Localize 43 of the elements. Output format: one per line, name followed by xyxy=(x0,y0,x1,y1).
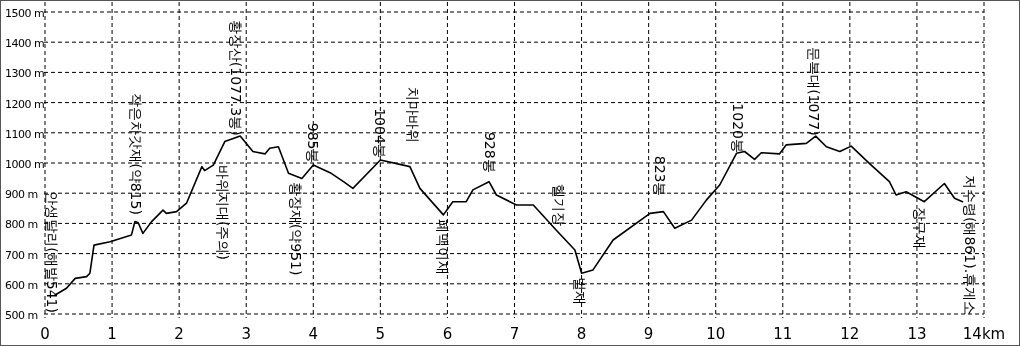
x-tick-label: 14km xyxy=(962,325,1006,343)
annotation: 장구재 xyxy=(911,207,928,250)
x-tick-label: 5 xyxy=(375,325,386,343)
x-tick-label: 7 xyxy=(509,325,520,343)
y-tick-label: 1500 m xyxy=(5,7,45,20)
y-tick-label: 600 m xyxy=(5,278,38,292)
y-tick-label: 1300 m xyxy=(5,67,45,81)
x-tick-label: 12 xyxy=(840,325,860,343)
annotation: 벌재 xyxy=(571,277,588,306)
annotation: 작은차갓재(약815) xyxy=(128,93,145,215)
x-tick-label: 6 xyxy=(442,325,453,343)
x-tick-label: 8 xyxy=(576,325,587,343)
y-tick-label: 700 m xyxy=(5,248,38,262)
y-tick-label: 1000 m xyxy=(5,158,45,171)
annotation: 928봉 xyxy=(481,131,498,173)
annotation: 안생달리(해발541) xyxy=(44,191,60,313)
x-tick-label: 13 xyxy=(907,325,927,343)
x-tick-label: 1 xyxy=(107,325,117,343)
annotation: 헬기장 xyxy=(551,184,568,226)
y-tick-label: 900 m xyxy=(5,188,38,202)
y-tick-label: 1400 m xyxy=(5,37,45,51)
x-tick-label: 0 xyxy=(40,325,50,343)
annotation: 985봉 xyxy=(305,122,322,164)
x-tick-label: 4 xyxy=(308,325,319,343)
annotation: 1020봉 xyxy=(729,103,746,153)
annotation: 황장산(1077.3봉) xyxy=(228,19,245,136)
y-tick-label: 1100 m xyxy=(5,127,45,141)
annotation: 바위지대(주의) xyxy=(215,165,231,260)
annotation: 문복대(1077) xyxy=(806,47,823,136)
y-tick-label: 500 m xyxy=(5,309,38,322)
annotation: 1004봉 xyxy=(372,108,389,158)
x-tick-label: 11 xyxy=(773,325,793,343)
y-tick-label: 1200 m xyxy=(5,97,45,111)
annotation: 823봉 xyxy=(652,155,668,197)
y-tick-label: 800 m xyxy=(5,218,38,232)
x-tick-label: 2 xyxy=(174,325,184,343)
annotation: 폐맥이재 xyxy=(434,218,451,275)
x-tick-label: 3 xyxy=(241,325,251,343)
annotation: 치마바위 xyxy=(404,86,421,143)
annotation: 황장재(약951) xyxy=(287,181,304,276)
annotation: 저수령(해861).휴게소 xyxy=(962,175,978,316)
x-tick-label: 10 xyxy=(706,325,726,343)
x-tick-label: 9 xyxy=(643,325,654,343)
